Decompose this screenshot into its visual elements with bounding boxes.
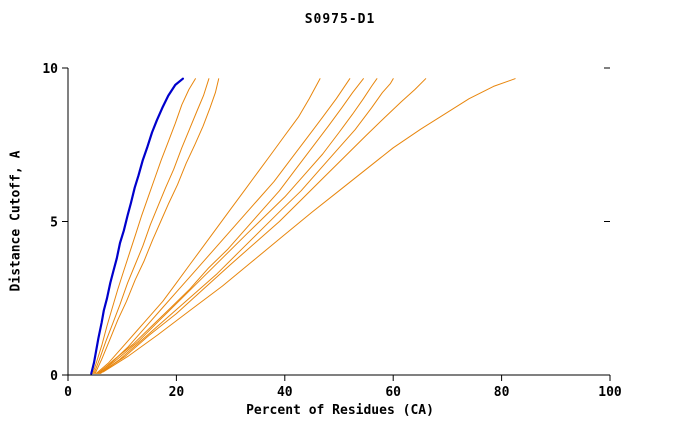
x-axis-label: Percent of Residues (CA) bbox=[246, 403, 434, 418]
x-tick-label: 0 bbox=[64, 385, 72, 400]
y-tick-label: 10 bbox=[42, 62, 58, 77]
line-model-01 bbox=[92, 78, 196, 374]
line-model-05 bbox=[96, 78, 351, 374]
x-tick-label: 40 bbox=[277, 385, 293, 400]
line-model-06 bbox=[97, 78, 364, 374]
y-tick-label: 5 bbox=[50, 216, 58, 231]
line-model-09 bbox=[101, 78, 427, 373]
line-highlighted-model bbox=[90, 77, 184, 375]
x-tick-label: 100 bbox=[598, 385, 622, 400]
line-model-07 bbox=[98, 78, 378, 374]
line-model-03 bbox=[94, 78, 220, 374]
line-model-10 bbox=[102, 78, 516, 373]
y-tick-label: 0 bbox=[50, 369, 58, 384]
line-model-02 bbox=[93, 78, 210, 374]
x-tick-label: 80 bbox=[494, 385, 510, 400]
x-tick-label: 20 bbox=[169, 385, 185, 400]
line-model-08 bbox=[100, 78, 394, 374]
x-tick-label: 60 bbox=[385, 385, 401, 400]
series-lines bbox=[90, 77, 516, 375]
axes: 0 20 40 60 80 100 0 5 10 bbox=[42, 62, 622, 400]
line-model-04 bbox=[95, 78, 321, 374]
chart-title: S0975-D1 bbox=[304, 12, 376, 27]
